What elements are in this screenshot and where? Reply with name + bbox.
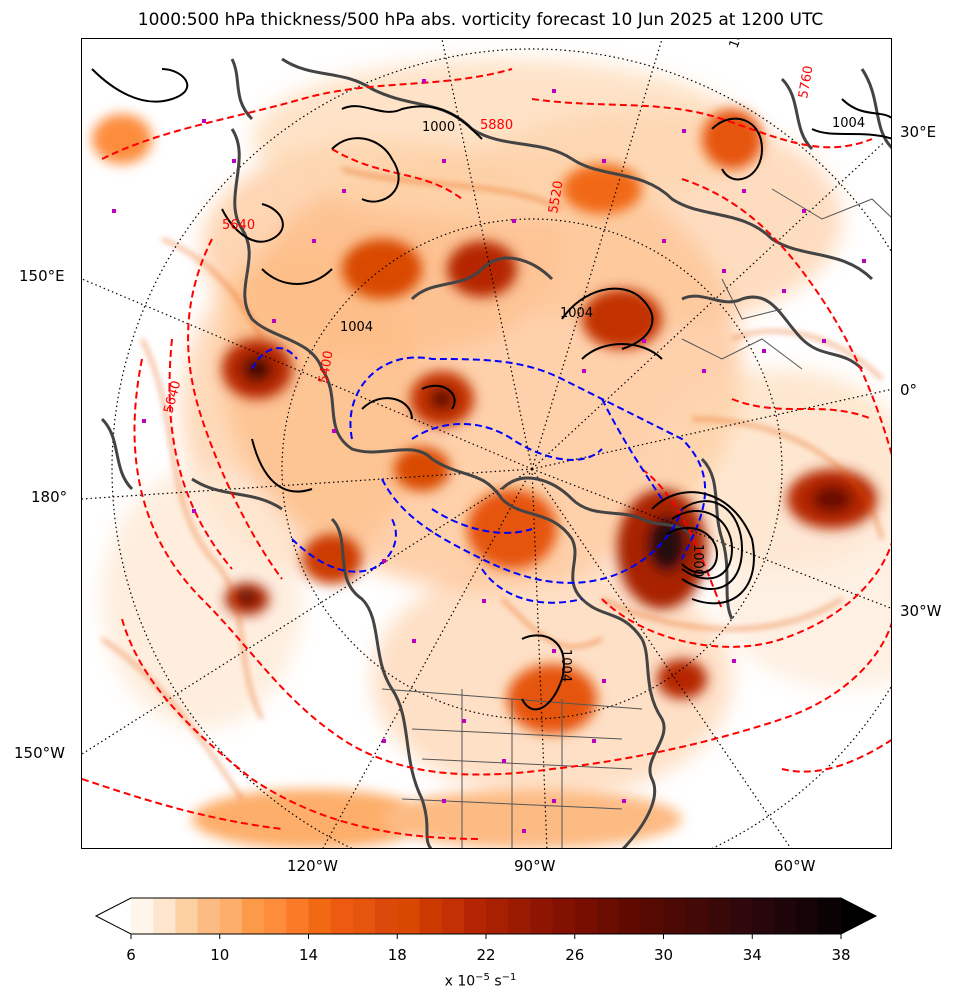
colorbar-tick-label: 10 — [210, 946, 230, 964]
colorbar-tick-label: 34 — [742, 946, 762, 964]
colorbar-segment — [685, 898, 709, 934]
pressure-labels: 1000 1004 1004 1004 1000 1004 1004 — [340, 39, 865, 682]
pressure-label: 1004 — [560, 306, 593, 321]
thickness-label: 5640 — [222, 218, 255, 233]
chart-title: 1000:500 hPa thickness/500 hPa abs. vort… — [137, 10, 824, 30]
map-panel: 1000 1004 1004 1004 1000 1004 1004 5640 … — [81, 38, 892, 849]
pressure-label: 1004 — [727, 39, 752, 50]
colorbar-segment — [752, 898, 776, 934]
colorbar-svg — [94, 897, 878, 939]
colorbar-tick-label: 14 — [298, 946, 319, 964]
station-markers — [112, 79, 866, 833]
colorbar-segment — [153, 898, 176, 934]
lon-label-120w: 120°W — [287, 857, 338, 875]
thickness-label: 5520 — [546, 179, 567, 214]
colorbar-tick-label: 6 — [126, 946, 136, 964]
colorbar-label-unit: s — [494, 973, 502, 990]
colorbar-segment — [330, 898, 354, 934]
colorbar-segment — [552, 898, 576, 934]
colorbar-segment — [241, 898, 265, 934]
lon-label-60w: 60°W — [774, 857, 816, 875]
colorbar-segment — [707, 898, 731, 934]
colorbar-tick-label: 18 — [387, 946, 407, 964]
colorbar-label-exp: −5 — [475, 972, 490, 983]
colorbar-segment — [596, 898, 620, 934]
colorbar-segment — [264, 898, 287, 934]
colorbar — [94, 897, 878, 939]
thickness-label: 5880 — [480, 118, 513, 133]
colorbar-segment — [619, 898, 642, 934]
map-canvas: 1000 1004 1004 1004 1000 1004 1004 5640 … — [82, 39, 891, 848]
colorbar-label-unit-exp: −1 — [501, 972, 517, 983]
thickness-label: 5400 — [316, 349, 337, 384]
thickness-label: 5640 — [161, 379, 184, 415]
colorbar-segment — [663, 898, 687, 934]
pressure-label: 1004 — [340, 320, 373, 335]
colorbar-segment — [641, 898, 665, 934]
colorbar-segment — [375, 898, 398, 934]
colorbar-segment — [219, 898, 243, 934]
colorbar-segment — [197, 898, 221, 934]
coastlines — [100, 57, 891, 848]
colorbar-segment — [508, 898, 531, 934]
colorbar-segment — [397, 898, 421, 934]
colorbar-label-prefix: x 10 — [444, 973, 476, 990]
pressure-label: 1000 — [422, 120, 455, 135]
colorbar-segment — [486, 898, 509, 934]
lon-label-180: 180° — [31, 488, 68, 506]
thickness-cold-contours — [251, 347, 706, 604]
colorbar-segment — [308, 898, 332, 934]
colorbar-tick-label: 38 — [831, 946, 851, 964]
vorticity-shading — [92, 59, 891, 848]
lon-label-150e: 150°E — [19, 267, 65, 285]
colorbar-tick-label: 22 — [476, 946, 496, 964]
thickness-label: 5760 — [796, 64, 817, 99]
thickness-warm-contours — [82, 68, 891, 840]
pressure-contours — [91, 68, 891, 711]
pressure-label: 1004 — [558, 649, 573, 682]
political-borders — [381, 188, 891, 848]
lon-label-0: 0° — [900, 381, 918, 399]
pressure-label: 1000 — [690, 544, 705, 577]
colorbar-segment — [530, 898, 554, 934]
colorbar-segment — [175, 898, 199, 934]
colorbar-segment — [818, 898, 842, 934]
colorbar-segment — [574, 898, 598, 934]
colorbar-segment — [441, 898, 465, 934]
colorbar-tick-label: 30 — [653, 946, 674, 964]
pressure-label: 1004 — [832, 116, 865, 131]
colorbar-segment — [131, 898, 154, 934]
colorbar-tick-label: 26 — [565, 946, 585, 964]
colorbar-extend-max — [841, 898, 876, 934]
colorbar-segment — [352, 898, 376, 934]
colorbar-segment — [286, 898, 310, 934]
lon-label-150w: 150°W — [14, 744, 65, 762]
lon-label-30e: 30°E — [900, 123, 937, 141]
colorbar-segment — [463, 898, 487, 934]
colorbar-extend-min — [96, 898, 131, 934]
colorbar-label: x 10−5 s−1 — [0, 972, 961, 990]
colorbar-segment — [774, 898, 798, 934]
colorbar-segment — [730, 898, 753, 934]
lon-label-30w: 30°W — [900, 602, 942, 620]
lon-label-90w: 90°W — [514, 857, 556, 875]
colorbar-segment — [419, 898, 443, 934]
colorbar-segment — [796, 898, 820, 934]
